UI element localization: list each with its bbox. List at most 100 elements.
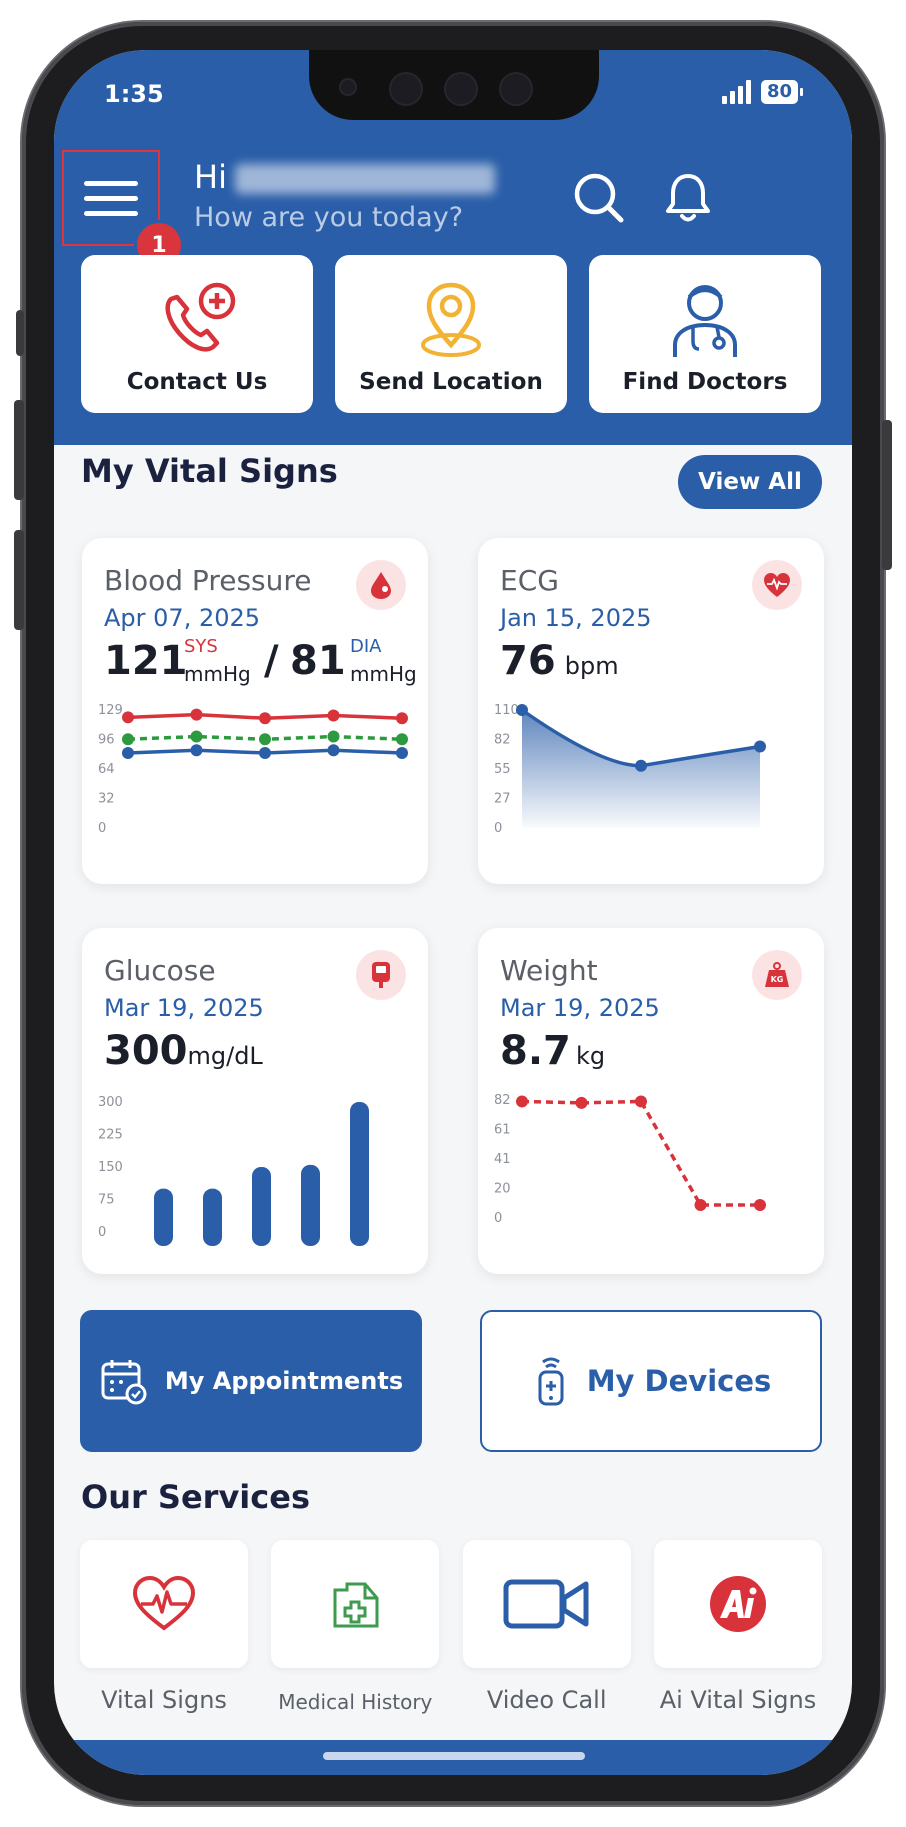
weight-chart: 82 61 41 20 0 — [494, 1093, 766, 1226]
data-point — [327, 709, 340, 722]
status-time: 1:35 — [104, 80, 164, 108]
data-point — [635, 759, 647, 772]
y-tick-label: 75 — [98, 1193, 115, 1208]
data-point — [190, 730, 203, 743]
search-icon[interactable] — [571, 170, 627, 226]
service-ai-vital-signs[interactable]: Ai Vital Signs — [653, 1540, 822, 1714]
ecg-title: ECG — [500, 564, 559, 597]
bar — [203, 1188, 222, 1246]
my-devices-button[interactable]: My Devices — [480, 1310, 822, 1452]
ecg-date: Jan 15, 2025 — [500, 604, 652, 632]
menu-button[interactable] — [62, 150, 160, 246]
data-point — [754, 740, 766, 753]
volume-up-button — [14, 400, 24, 500]
find-doctors-label: Find Doctors — [622, 369, 788, 395]
volume-down-button — [14, 530, 24, 630]
service-video-call[interactable]: Video Call — [462, 1540, 631, 1714]
ecg-card[interactable]: ECG Jan 15, 2025 76 bpm 110 82 55 27 0 — [478, 538, 824, 884]
view-all-button[interactable]: View All — [678, 455, 822, 509]
svg-text:KG: KG — [771, 975, 784, 984]
y-tick-label: 96 — [98, 733, 115, 748]
greeting: Hi — [194, 158, 495, 196]
glucose-card[interactable]: Glucose Mar 19, 2025 300mg/dL 300 225 150 7… — [82, 928, 428, 1274]
dia-label: DIA — [350, 636, 382, 657]
y-tick-label: 82 — [494, 1093, 511, 1108]
data-point — [396, 746, 408, 759]
glucose-reading: 300mg/dL — [104, 1028, 263, 1074]
contact-us-card[interactable]: Contact Us — [81, 255, 313, 413]
find-doctors-card[interactable]: Find Doctors — [589, 255, 821, 413]
bp-chart: 129 96 64 32 0 — [98, 703, 408, 836]
service-medical-history[interactable]: Medical History — [271, 1540, 440, 1714]
data-point — [396, 712, 408, 725]
phone-plus-icon — [165, 282, 236, 352]
bp-date: Apr 07, 2025 — [104, 604, 261, 632]
hamburger-icon — [84, 171, 138, 226]
doctor-icon — [673, 285, 737, 357]
quick-actions: Contact Us Send Location Find Doctors — [81, 255, 821, 413]
y-tick-label: 27 — [494, 792, 511, 807]
greeting-subtitle: How are you today? — [194, 202, 464, 233]
heart-ecg-icon — [132, 1575, 196, 1631]
y-tick-label: 0 — [98, 821, 106, 836]
contact-us-label: Contact Us — [126, 369, 268, 395]
bar — [301, 1164, 320, 1246]
service-label: Medical History — [278, 1690, 433, 1714]
glucose-unit: mg/dL — [187, 1042, 263, 1070]
bar — [154, 1188, 173, 1246]
y-tick-label: 0 — [494, 1211, 502, 1226]
location-pin-icon — [421, 282, 481, 357]
dia-unit: mmHg — [350, 662, 417, 686]
kg-weight-icon: KG — [752, 950, 802, 1000]
y-tick-label: 129 — [98, 703, 123, 718]
y-tick-label: 225 — [98, 1128, 123, 1143]
service-label: Ai Vital Signs — [659, 1686, 817, 1714]
series-line — [521, 1099, 760, 1207]
status-indicators: 80 — [721, 80, 804, 104]
blood-pressure-card[interactable]: Blood Pressure Apr 07, 2025 121 SYS mmHg… — [82, 538, 428, 884]
signal-icon — [721, 80, 751, 104]
data-point — [694, 1199, 707, 1212]
app-screen: 1:35 80 1 Hi How are you today? Contact … — [54, 50, 852, 1775]
weight-date: Mar 19, 2025 — [500, 994, 660, 1022]
data-point — [122, 746, 134, 759]
data-point — [635, 1095, 647, 1108]
y-tick-label: 55 — [494, 762, 511, 777]
weight-card[interactable]: Weight KG Mar 19, 2025 8.7 kg 82 61 41 20 0 — [478, 928, 824, 1274]
bp-title: Blood Pressure — [104, 564, 312, 597]
greeting-text: Hi — [194, 158, 227, 196]
y-tick-label: 64 — [98, 762, 115, 777]
y-tick-label: 32 — [98, 792, 115, 807]
bell-icon[interactable] — [660, 170, 716, 226]
our-services-title: Our Services — [81, 1478, 310, 1516]
y-tick-label: 300 — [98, 1095, 123, 1110]
dia-value: 81 — [290, 638, 346, 684]
y-tick-label: 61 — [494, 1123, 511, 1138]
calendar-check-icon — [101, 1360, 147, 1405]
weight-value: 8.7 — [500, 1028, 571, 1074]
ecg-chart: 110 82 55 27 0 — [494, 703, 766, 836]
my-appointments-button[interactable]: My Appointments — [80, 1310, 422, 1452]
service-vital-signs[interactable]: Vital Signs — [80, 1540, 248, 1714]
weight-title: Weight — [500, 954, 598, 987]
y-tick-label: 110 — [494, 703, 519, 718]
weight-reading: 8.7 kg — [500, 1028, 605, 1074]
home-indicator[interactable] — [323, 1752, 585, 1760]
ai-logo-icon — [709, 1576, 766, 1632]
data-point — [396, 733, 408, 746]
data-point — [259, 733, 271, 746]
glucose-chart: 300 225 150 75 0 — [98, 1095, 369, 1246]
glucose-value: 300 — [104, 1028, 188, 1074]
service-label: Video Call — [486, 1686, 607, 1714]
data-point — [754, 1199, 766, 1212]
send-location-card[interactable]: Send Location — [335, 255, 567, 413]
data-point — [259, 746, 271, 759]
heart-pulse-icon — [752, 560, 802, 610]
y-tick-label: 150 — [98, 1160, 123, 1175]
sys-value: 121 — [104, 638, 188, 684]
my-appointments-label: My Appointments — [164, 1367, 404, 1395]
ecg-unit: bpm — [564, 652, 619, 680]
medical-folder-icon — [333, 1582, 379, 1628]
services-row: Vital Signs Medical History Video Call — [80, 1540, 822, 1714]
glucose-title: Glucose — [104, 954, 216, 987]
